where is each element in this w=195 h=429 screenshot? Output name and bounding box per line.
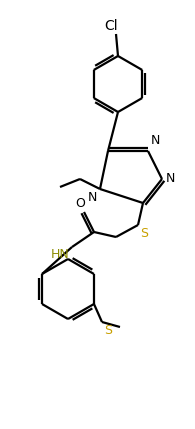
Text: HN: HN xyxy=(50,248,69,261)
Text: O: O xyxy=(75,197,85,210)
Text: Cl: Cl xyxy=(104,19,118,33)
Text: N: N xyxy=(166,172,175,185)
Text: S: S xyxy=(140,227,148,240)
Text: N: N xyxy=(151,134,160,147)
Text: S: S xyxy=(104,324,112,337)
Text: N: N xyxy=(88,191,97,204)
